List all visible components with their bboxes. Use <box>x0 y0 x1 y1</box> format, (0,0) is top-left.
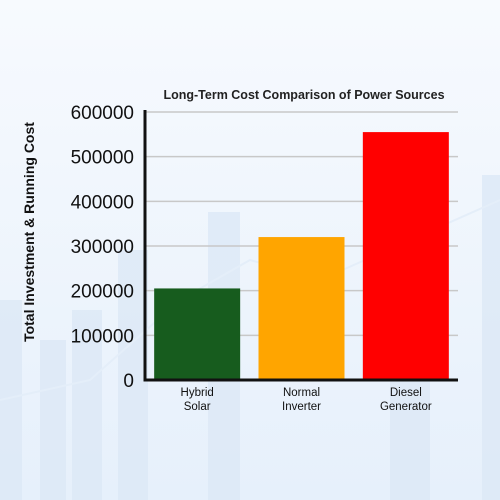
y-tick-label: 400000 <box>71 192 134 213</box>
bar <box>258 237 345 380</box>
bar <box>154 288 241 380</box>
chart-title: Long-Term Cost Comparison of Power Sourc… <box>163 88 444 102</box>
y-axis-label: Total Investment & Running Cost <box>21 122 37 342</box>
y-tick-label: 200000 <box>71 282 134 303</box>
x-tick-label: Hybrid Solar <box>181 387 214 413</box>
y-tick-label: 0 <box>123 371 134 392</box>
y-tick-label: 500000 <box>71 148 134 169</box>
y-tick-label: 300000 <box>71 237 134 258</box>
bar <box>362 132 449 380</box>
y-tick-label: 100000 <box>71 326 134 347</box>
x-tick-label: Normal Inverter <box>282 387 321 413</box>
x-tick-label: Diesel Generator <box>380 387 432 413</box>
y-tick-label: 600000 <box>71 103 134 124</box>
